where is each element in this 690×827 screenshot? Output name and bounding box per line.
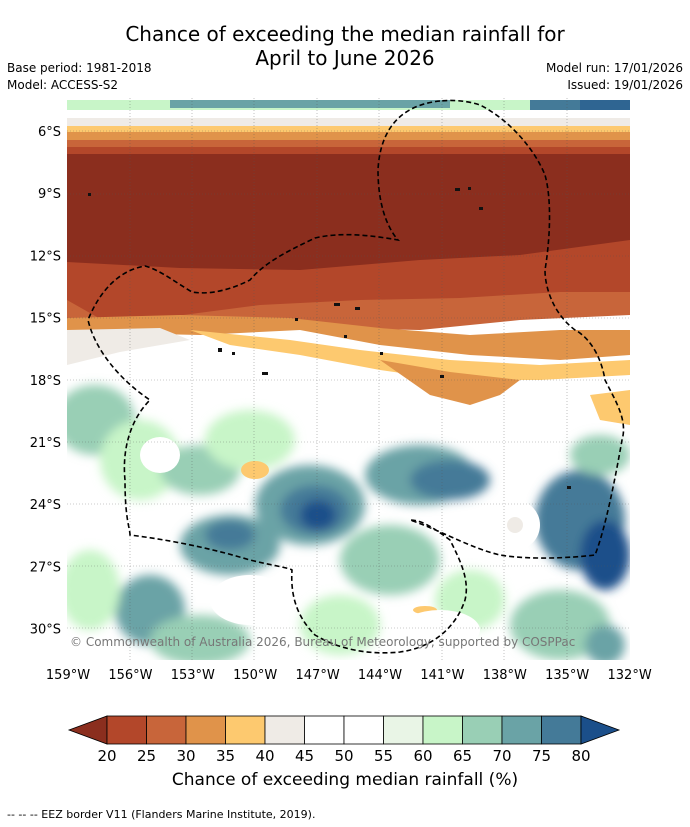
lon-label: 159°W [46, 668, 90, 683]
colorbar-swatch [383, 715, 424, 745]
lon-label: 135°W [545, 668, 589, 683]
lat-label: 6°S [38, 125, 61, 140]
footnote: -- -- -- EEZ border V11 (Flanders Marine… [7, 808, 316, 821]
colorbar-ticks: 20 25 30 35 40 45 50 55 60 65 70 75 80 [97, 747, 590, 765]
colorbar-swatch [462, 715, 503, 745]
colorbar-swatch [264, 715, 305, 745]
lat-label: 30°S [30, 623, 61, 638]
colorbar-tick: 50 [334, 747, 353, 765]
meta-left: Base period: 1981-2018 Model: ACCESS-S2 [7, 60, 152, 94]
colorbar-tick: 25 [137, 747, 156, 765]
colorbar-swatch [106, 715, 147, 745]
colorbar-label: Chance of exceeding median rainfall (%) [171, 770, 519, 790]
model-run: Model run: 17/01/2026 [545, 61, 683, 75]
rainfall-map: © Commonwealth of Australia 2026, Bureau… [30, 98, 652, 683]
colorbar-tick: 40 [255, 747, 274, 765]
lat-label: 15°S [30, 312, 61, 327]
base-period: Base period: 1981-2018 [7, 61, 152, 75]
colorbar-boxes [67, 715, 621, 745]
colorbar-tick: 20 [97, 747, 116, 765]
colorbar-swatch [146, 715, 187, 745]
colorbar-swatch [501, 715, 542, 745]
colorbar-tick: 35 [216, 747, 235, 765]
islands [88, 187, 571, 489]
colorbar-swatch [422, 715, 463, 745]
colorbar-swatch [541, 715, 582, 745]
issued-date: Issued: 19/01/2026 [567, 78, 683, 92]
colorbar-tick: 80 [571, 747, 590, 765]
lat-label: 12°S [30, 249, 61, 264]
colorbar-tick: 60 [413, 747, 432, 765]
colorbar-tick: 65 [453, 747, 472, 765]
lon-label: 141°W [420, 668, 464, 683]
lat-label: 9°S [38, 187, 61, 202]
colorbar-extend-low [67, 715, 108, 745]
colorbar-tick: 30 [176, 747, 195, 765]
lat-label: 18°S [30, 374, 61, 389]
colorbar-tick: 75 [532, 747, 551, 765]
map-title: Chance of exceeding the median rainfall … [0, 22, 690, 70]
lat-label: 27°S [30, 560, 61, 575]
copyright-text: © Commonwealth of Australia 2026, Bureau… [70, 635, 575, 649]
map-field [67, 98, 630, 660]
lon-label: 150°W [233, 668, 277, 683]
eez-border [87, 99, 625, 654]
lon-label: 144°W [358, 668, 402, 683]
meta-right: Model run: 17/01/2026 Issued: 19/01/2026 [546, 60, 683, 94]
longitude-labels: 159°W 156°W 153°W 150°W 147°W 144°W 141°W 138°W… [46, 668, 652, 683]
colorbar-tick: 55 [374, 747, 393, 765]
model-name: Model: ACCESS-S2 [7, 78, 119, 92]
lon-label: 132°W [608, 668, 652, 683]
colorbar-swatch [225, 715, 266, 745]
lon-label: 156°W [108, 668, 152, 683]
colorbar-extend-high [580, 715, 621, 745]
colorbar-tick: 70 [492, 747, 511, 765]
lat-label: 24°S [30, 498, 61, 513]
lon-label: 153°W [171, 668, 215, 683]
colorbar-swatch [185, 715, 226, 745]
title-line-1: Chance of exceeding the median rainfall … [125, 22, 565, 46]
lon-label: 138°W [483, 668, 527, 683]
latitude-labels: 6°S 9°S 12°S 15°S 18°S 21°S 24°S 27°S 30°S [30, 125, 61, 638]
colorbar-swatch [343, 715, 384, 745]
lat-label: 21°S [30, 436, 61, 451]
colorbar-swatch [304, 715, 345, 745]
colorbar-tick: 45 [295, 747, 314, 765]
title-line-2: April to June 2026 [255, 46, 435, 70]
lon-label: 147°W [296, 668, 340, 683]
